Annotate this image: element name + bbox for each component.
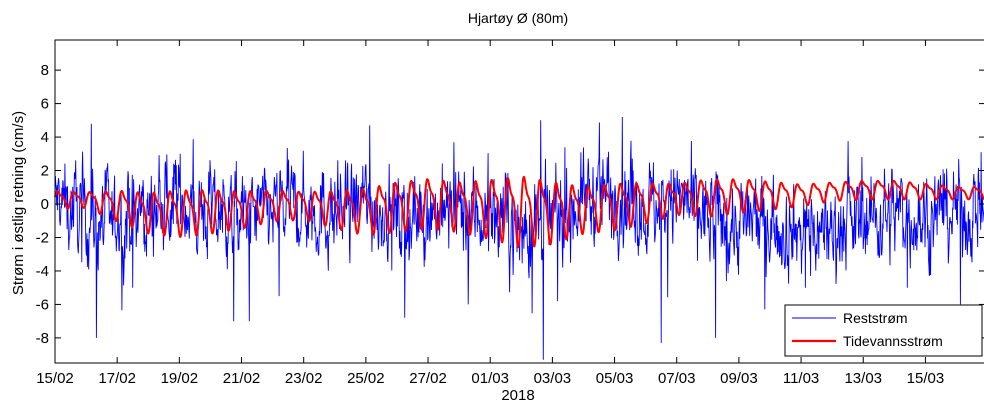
x-tick-label: 01/03 [471, 370, 509, 387]
y-axis-label: Strøm i østlig retning (cm/s) [10, 111, 27, 295]
y-tick-label: -6 [36, 296, 49, 313]
y-tick-label: 0 [41, 196, 49, 213]
y-tick-label: -2 [36, 229, 49, 246]
x-tick-label: 23/02 [285, 370, 323, 387]
x-tick-label: 27/02 [409, 370, 447, 387]
y-tick-label: -4 [36, 263, 49, 280]
y-tick-label: -8 [36, 330, 49, 347]
plot-frame [54, 39, 984, 364]
y-axis-ticks: 8 6 4 2 0 -2 -4 -6 -8 [36, 62, 984, 347]
series-line-tidevannsstrom [54, 175, 984, 249]
x-tick-label: 25/02 [347, 370, 385, 387]
chart-title: Hjartøy Ø (80m) [468, 10, 568, 26]
x-tick-label: 17/02 [98, 370, 136, 387]
y-tick-label: 4 [41, 129, 49, 146]
legend-label-reststrom: Reststrøm [843, 310, 908, 326]
y-tick-label: 8 [41, 62, 49, 79]
x-tick-label: 07/03 [658, 370, 696, 387]
legend: Reststrøm Tidevannsstrøm [784, 304, 983, 357]
x-tick-label: 15/02 [36, 370, 74, 387]
x-tick-label: 13/03 [844, 370, 882, 387]
x-axis-ticks: 15/02 17/02 19/02 21/02 23/02 25/02 27/02 01/03… [36, 40, 944, 387]
y-tick-label: 2 [41, 163, 49, 180]
x-tick-label: 09/03 [720, 370, 758, 387]
x-tick-label: 21/02 [223, 370, 261, 387]
legend-box [784, 304, 983, 357]
x-tick-label: 19/02 [161, 370, 199, 387]
x-tick-label: 11/03 [783, 370, 819, 387]
legend-label-tidevannsstrom: Tidevannsstrøm [843, 333, 943, 349]
x-tick-label: 05/03 [596, 370, 634, 387]
y-tick-label: 6 [41, 96, 49, 113]
x-tick-label: 03/03 [534, 370, 572, 387]
plot-series [54, 116, 984, 360]
x-axis-label: 2018 [501, 387, 534, 404]
x-tick-label: 15/03 [907, 370, 945, 387]
